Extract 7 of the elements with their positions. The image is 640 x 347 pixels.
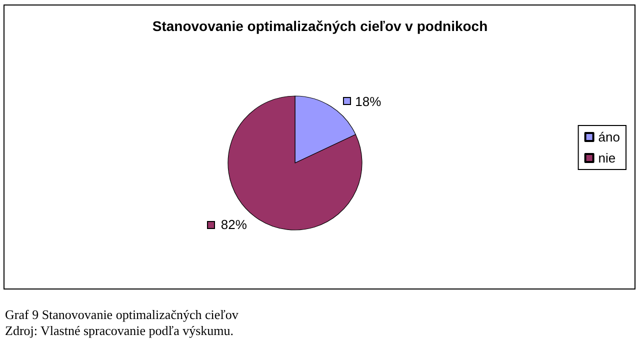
text: Zdroj: Vlastné spracovanie podľa výskumu. [5, 323, 235, 339]
text: Graf 9 Stanovovanie optimalizačných cieľov [5, 307, 240, 323]
legend-label: nie [598, 150, 616, 166]
data-label: 18% [355, 94, 382, 109]
data-label: 82% [220, 217, 248, 232]
legend-label: áno [598, 130, 620, 144]
chart-title: Stanovovanie optimalizačných cieľov v podnikoch [152, 18, 488, 34]
